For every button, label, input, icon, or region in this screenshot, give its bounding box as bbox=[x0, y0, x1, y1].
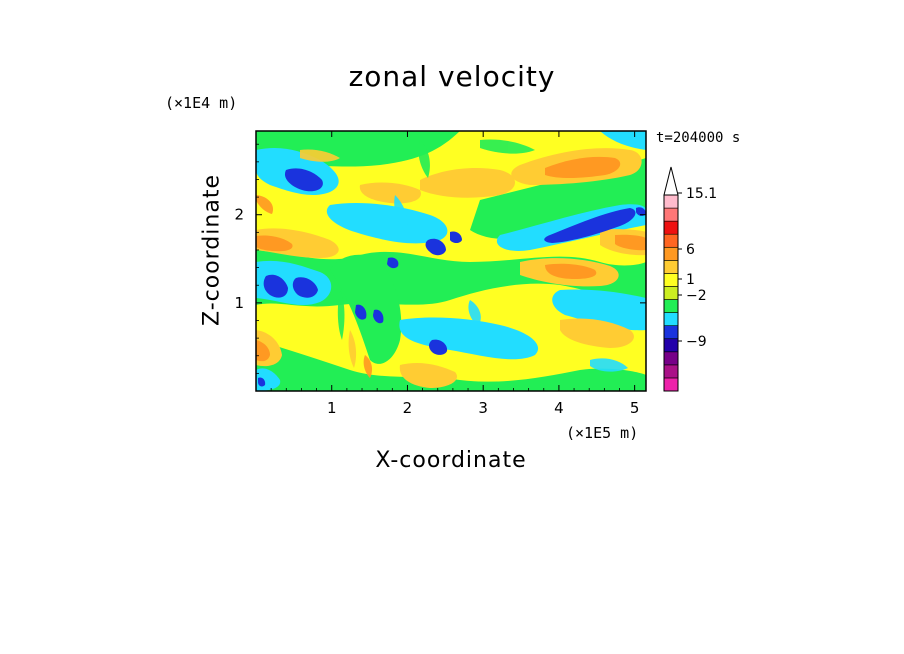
region-green-center bbox=[330, 254, 402, 364]
blob-blue-7 bbox=[450, 231, 462, 243]
colorbar-segment bbox=[663, 364, 679, 379]
x-tick-label: 4 bbox=[554, 399, 564, 417]
texture-streaks bbox=[256, 139, 628, 378]
blob-blue-11 bbox=[636, 207, 646, 216]
blob-blue-6 bbox=[425, 238, 446, 256]
colorbar-arrow bbox=[663, 166, 679, 196]
region-orange-right-edge bbox=[615, 234, 646, 251]
blob-blue-5 bbox=[429, 339, 448, 355]
colorbar-segment bbox=[663, 273, 679, 287]
blob-blue-10 bbox=[387, 257, 399, 269]
colorbar-segment bbox=[663, 338, 679, 353]
colorbar-label: 1 bbox=[686, 272, 695, 288]
blob-blue-4 bbox=[292, 277, 318, 298]
colorbar-segment bbox=[663, 312, 679, 326]
colorbar-segment bbox=[663, 233, 679, 248]
colorbar-label: −2 bbox=[686, 288, 707, 304]
region-green-lower bbox=[256, 340, 646, 391]
colorbar-segment bbox=[663, 299, 679, 313]
blob-blue-8 bbox=[355, 304, 367, 320]
colorbar-label: 6 bbox=[686, 242, 695, 258]
region-orange-lower-left bbox=[256, 340, 270, 362]
region-orange-right-mid bbox=[545, 263, 597, 279]
region-gold-bottom-center bbox=[399, 362, 458, 388]
blob-blue-9 bbox=[373, 309, 384, 324]
blob-blue-2 bbox=[544, 208, 636, 243]
plot-frame bbox=[255, 130, 647, 392]
blob-blue-3 bbox=[263, 274, 288, 298]
y-tick-label: 2 bbox=[234, 206, 244, 224]
y-tick-label: 1 bbox=[234, 294, 244, 312]
x-tick-label: 5 bbox=[630, 399, 640, 417]
x-axis-unit: (×1E5 m) bbox=[566, 424, 639, 442]
colorbar-segment bbox=[663, 207, 679, 222]
region-cyan-right-band bbox=[552, 289, 646, 331]
x-tick-label: 1 bbox=[327, 399, 337, 417]
colorbar: 15.1 6 1−2 −9 bbox=[663, 166, 717, 392]
region-cyan-upper-mid bbox=[326, 203, 448, 244]
x-tick-label: 2 bbox=[403, 399, 413, 417]
colorbar-segment bbox=[663, 351, 679, 366]
colorbar-segment bbox=[663, 220, 679, 235]
blob-blue-1 bbox=[284, 168, 323, 192]
chart-title: zonal velocity bbox=[348, 60, 556, 93]
region-gold-center-right bbox=[560, 318, 634, 348]
region-orange-left-mid bbox=[256, 235, 293, 252]
region-orange-right-upper bbox=[545, 156, 621, 179]
region-gold-upper-center bbox=[359, 182, 421, 204]
blob-blue-12 bbox=[258, 377, 266, 387]
colorbar-frame bbox=[663, 194, 679, 392]
colorbar-segment bbox=[663, 260, 679, 274]
colorbar-label: −9 bbox=[686, 334, 707, 350]
x-axis-label: X-coordinate bbox=[375, 448, 527, 473]
x-tick-label: 3 bbox=[478, 399, 488, 417]
colorbar-segment bbox=[663, 286, 679, 300]
region-gold-top-mid bbox=[420, 168, 515, 198]
colorbar-label: 15.1 bbox=[686, 186, 717, 202]
time-label: t=204000 s bbox=[656, 130, 741, 146]
region-cyan-center-band bbox=[399, 317, 539, 360]
colorbar-segment bbox=[663, 325, 679, 340]
y-axis-unit: (×1E4 m) bbox=[165, 94, 238, 112]
contour-field bbox=[256, 131, 646, 391]
colorbar-segment bbox=[663, 194, 679, 209]
colorbar-segment bbox=[663, 246, 679, 261]
axes-layer: 1 2 3 4 5 1 2 bbox=[234, 131, 646, 417]
colorbar-segment bbox=[663, 377, 679, 392]
